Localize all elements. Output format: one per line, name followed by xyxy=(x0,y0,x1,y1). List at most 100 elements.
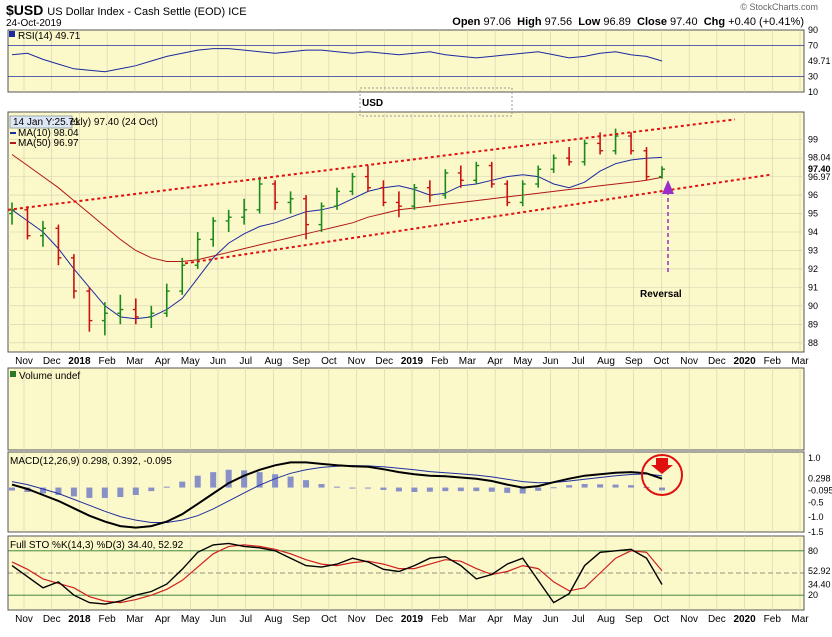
x-tick-label: Mar xyxy=(459,614,477,625)
ohlc-bar xyxy=(643,147,650,181)
x-tick-label: May xyxy=(513,614,532,625)
ohlc-bar xyxy=(550,154,557,173)
high-value: 97.56 xyxy=(544,16,573,28)
low-label: Low xyxy=(578,16,601,28)
macd-y-tick: -1.5 xyxy=(808,527,824,537)
ohlc-bar xyxy=(504,180,511,207)
x-tick-label: Feb xyxy=(764,614,782,625)
ohlc-bar xyxy=(101,302,108,336)
price-y-tick: 95 xyxy=(808,209,818,219)
x-tick-label: Nov xyxy=(680,614,698,625)
x-tick-label: Feb xyxy=(764,356,782,367)
rsi-title: RSI(14) 49.71 xyxy=(18,31,81,42)
ohlc-bar xyxy=(628,132,635,155)
rsi-y-tick: 30 xyxy=(808,72,818,82)
x-tick-label: 2019 xyxy=(401,356,424,367)
macd-histogram-bar xyxy=(194,475,201,488)
ohlc-bar xyxy=(287,191,294,214)
chg-value: +0.40 (+0.41%) xyxy=(728,16,804,28)
ohlc-bar xyxy=(380,180,387,207)
macd-histogram-bar xyxy=(225,469,232,488)
macd-histogram-bar xyxy=(659,487,665,491)
ohlc-bar xyxy=(442,169,449,199)
ohlc-bar xyxy=(411,184,418,210)
rsi-y-tick: 90 xyxy=(808,25,818,35)
price-y-tick: 98.04 xyxy=(808,152,831,162)
x-tick-label: Jun xyxy=(210,356,226,367)
ohlc-bar xyxy=(163,283,170,317)
hover-label: 14 Jan Y:25.71 xyxy=(13,117,80,128)
ohlc-bar xyxy=(364,165,371,192)
macd-histogram-bar xyxy=(426,487,433,492)
x-tick-label: Nov xyxy=(15,356,33,367)
macd-histogram-bar xyxy=(256,472,263,488)
macd-histogram-bar xyxy=(380,487,387,490)
macd-y-tick: 1.0 xyxy=(808,453,821,463)
open-value: 97.06 xyxy=(483,16,511,28)
x-tick-label: Sep xyxy=(625,356,643,367)
channel-lower-line xyxy=(184,173,771,265)
ma10-legend: MA(10) 98.04 xyxy=(18,128,79,139)
x-tick-label: May xyxy=(181,614,200,625)
x-tick-label: Mar xyxy=(791,356,809,367)
x-tick-label: Dec xyxy=(375,614,393,625)
ohlc-bar xyxy=(210,217,217,247)
x-tick-label: Aug xyxy=(265,356,283,367)
macd-histogram-bar xyxy=(70,487,77,497)
sto-title: Full STO %K(14,3) %D(3) 34.40, 52.92 xyxy=(10,540,184,551)
x-tick-label: Feb xyxy=(99,356,117,367)
ohlc-bar xyxy=(148,305,155,328)
x-tick-label: Aug xyxy=(597,356,615,367)
x-tick-label: 2020 xyxy=(733,356,756,367)
macd-down-arrow-icon xyxy=(651,458,673,474)
x-tick-label: Dec xyxy=(708,614,726,625)
sto-y-tick: 80 xyxy=(808,546,818,556)
panel-rsi xyxy=(7,29,805,93)
x-tick-label: Aug xyxy=(597,614,615,625)
x-tick-label: Feb xyxy=(431,356,449,367)
sto-y-tick: 34.40 xyxy=(808,580,831,590)
macd-histogram-bar xyxy=(581,484,588,488)
macd-histogram-bar xyxy=(9,487,15,491)
macd-histogram-bar xyxy=(519,487,526,494)
x-tick-label: Oct xyxy=(654,356,670,367)
x-tick-label: Apr xyxy=(155,614,171,625)
rsi-legend-swatch xyxy=(9,31,15,37)
macd-line xyxy=(11,461,663,529)
macd-histogram-bar xyxy=(504,487,511,493)
macd-title: MACD(12,26,9) 0.298, 0.392, -0.095 xyxy=(10,456,172,467)
macd-histogram-bar xyxy=(318,484,325,488)
x-tick-label: Oct xyxy=(321,356,337,367)
macd-histogram-bar xyxy=(628,485,635,488)
price-y-tick: 92 xyxy=(808,264,818,274)
ohlc-bar xyxy=(241,198,248,225)
macd-y-tick: -0.5 xyxy=(808,497,824,507)
x-tick-label: Dec xyxy=(43,614,61,625)
price-y-tick: 97.40 xyxy=(808,164,831,174)
macd-highlight-circle xyxy=(641,454,683,496)
sto-d-line xyxy=(11,544,663,604)
low-value: 96.89 xyxy=(603,16,631,28)
macd-histogram-bar xyxy=(612,484,619,488)
ohlc-bar xyxy=(272,180,279,210)
x-tick-label: Apr xyxy=(155,356,171,367)
price-y-tick: 91 xyxy=(808,282,818,292)
macd-histogram-bar xyxy=(179,481,186,488)
macd-histogram-bar xyxy=(132,487,139,495)
macd-histogram-bar xyxy=(442,487,449,492)
rsi-y-tick: 70 xyxy=(808,41,818,51)
ohlc-bar xyxy=(349,172,356,196)
macd-histogram-bar xyxy=(550,487,557,489)
ohlc-bar xyxy=(581,139,588,166)
price-title: ekly) 97.40 (24 Oct) xyxy=(70,117,158,128)
x-tick-label: Mar xyxy=(459,356,477,367)
ohlc-bar xyxy=(86,287,93,332)
rsi-y-tick: 49.71 xyxy=(808,56,831,66)
panel-vol xyxy=(7,367,805,451)
macd-histogram-bar xyxy=(457,487,464,492)
macd-histogram-bar xyxy=(241,470,248,488)
macd-histogram-bar xyxy=(101,487,108,498)
watermark: © StockCharts.com xyxy=(740,2,818,12)
rsi-y-tick: 10 xyxy=(808,87,818,97)
